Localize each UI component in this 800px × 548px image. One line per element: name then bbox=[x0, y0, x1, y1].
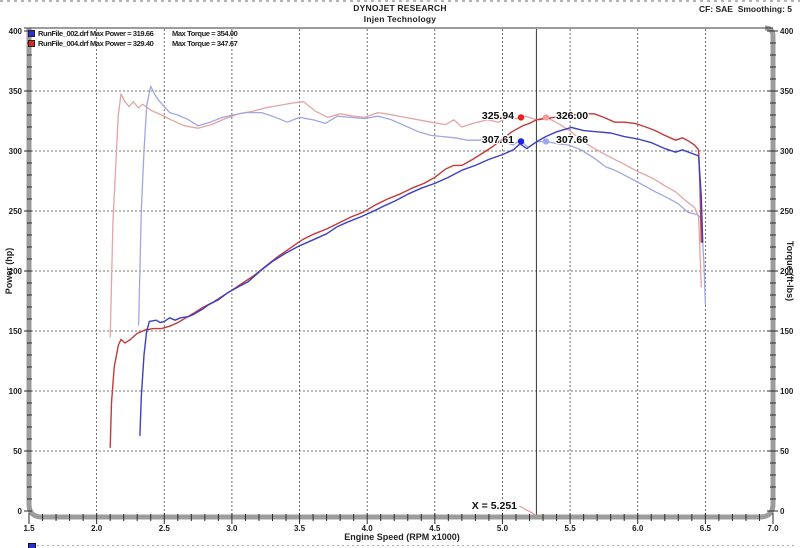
top-dotted-divider bbox=[0, 0, 800, 2]
correction-smoothing-info: CF: SAE Smoothing: 5 bbox=[698, 4, 792, 14]
svg-text:250: 250 bbox=[9, 207, 23, 216]
page-title: DYNOJET RESEARCH bbox=[353, 3, 447, 13]
cursor-marker-dot bbox=[517, 138, 525, 145]
svg-text:4.0: 4.0 bbox=[362, 524, 374, 533]
svg-text:100: 100 bbox=[780, 387, 794, 396]
svg-text:5.0: 5.0 bbox=[497, 524, 509, 533]
cursor-marker-dot bbox=[542, 114, 550, 121]
svg-text:2.5: 2.5 bbox=[159, 524, 171, 533]
curve-runfile-004-drf-torque bbox=[109, 93, 702, 338]
legend-torque-label: Max Torque = 354.00 bbox=[172, 29, 238, 38]
svg-text:1.5: 1.5 bbox=[23, 524, 35, 533]
legend-file-power-label: RunFile_002.drf Max Power = 319.66 bbox=[38, 29, 154, 38]
svg-text:200: 200 bbox=[780, 267, 794, 276]
svg-text:200: 200 bbox=[9, 267, 23, 276]
x-axis-title: Engine Speed (RPM x1000) bbox=[344, 532, 460, 542]
svg-text:300: 300 bbox=[9, 147, 23, 156]
plot-frame bbox=[26, 25, 776, 520]
svg-text:3.5: 3.5 bbox=[294, 524, 306, 533]
legend-swatch-red-icon bbox=[28, 40, 35, 47]
y-axis-title-torque: Torque (ft-lbs) bbox=[785, 240, 795, 302]
cursor-x-readout: X = 5.251 bbox=[471, 500, 517, 512]
svg-text:50: 50 bbox=[780, 447, 789, 456]
bottom-dotted-divider bbox=[37, 545, 797, 546]
curve-runfile-002-drf-torque bbox=[137, 85, 707, 326]
svg-text:300: 300 bbox=[780, 147, 794, 156]
svg-text:150: 150 bbox=[780, 327, 794, 336]
svg-text:4.5: 4.5 bbox=[429, 524, 441, 533]
axis-ticks bbox=[24, 30, 778, 524]
svg-text:2.0: 2.0 bbox=[91, 524, 103, 533]
svg-text:6.0: 6.0 bbox=[632, 524, 644, 533]
cursor-marker-dot bbox=[542, 138, 550, 145]
curve-runfile-002-drf-power bbox=[139, 126, 704, 437]
svg-text:0: 0 bbox=[780, 507, 785, 516]
legend-row-runfile004: RunFile_004.drf Max Power = 329.40 Max T… bbox=[28, 39, 238, 48]
legend-swatch-blue-icon bbox=[28, 30, 35, 37]
y-axis-title-power: Power (hp) bbox=[4, 247, 14, 295]
gridlines bbox=[31, 29, 771, 515]
svg-text:250: 250 bbox=[780, 207, 794, 216]
page-subtitle: Injen Technology bbox=[363, 14, 437, 24]
cursor-value-power-blue: 307.61 bbox=[481, 134, 514, 146]
legend-torque-label: Max Torque = 347.67 bbox=[172, 39, 238, 48]
svg-text:100: 100 bbox=[9, 387, 23, 396]
svg-text:0: 0 bbox=[18, 507, 23, 516]
cursor-value-power-red: 325.94 bbox=[481, 110, 514, 122]
svg-text:3.0: 3.0 bbox=[226, 524, 238, 533]
cursor-leader-line bbox=[519, 505, 536, 515]
svg-text:150: 150 bbox=[9, 327, 23, 336]
svg-text:7.0: 7.0 bbox=[767, 524, 779, 533]
svg-text:400: 400 bbox=[9, 27, 23, 36]
svg-text:350: 350 bbox=[780, 87, 794, 96]
bottom-partial-legend-swatch bbox=[28, 543, 36, 548]
svg-text:50: 50 bbox=[13, 447, 22, 456]
cursor-value-torque-blue: 307.66 bbox=[556, 134, 589, 146]
cursor-value-torque-red: 326.00 bbox=[556, 110, 589, 122]
svg-text:5.5: 5.5 bbox=[565, 524, 577, 533]
legend-row-runfile002: RunFile_002.drf Max Power = 319.66 Max T… bbox=[28, 29, 238, 38]
svg-text:6.5: 6.5 bbox=[700, 524, 712, 533]
axis-tick-labels: 1.5 2.0 2.5 3.0 3.5 4.0 4.5 5.0 5.5 6.0 6.5 7.00 050… bbox=[9, 27, 794, 533]
svg-text:400: 400 bbox=[780, 27, 794, 36]
svg-text:350: 350 bbox=[9, 87, 23, 96]
cursor-marker-dot bbox=[517, 114, 525, 121]
legend-file-power-label: RunFile_004.drf Max Power = 329.40 bbox=[38, 39, 154, 48]
curve-runfile-004-drf-power bbox=[109, 113, 702, 449]
